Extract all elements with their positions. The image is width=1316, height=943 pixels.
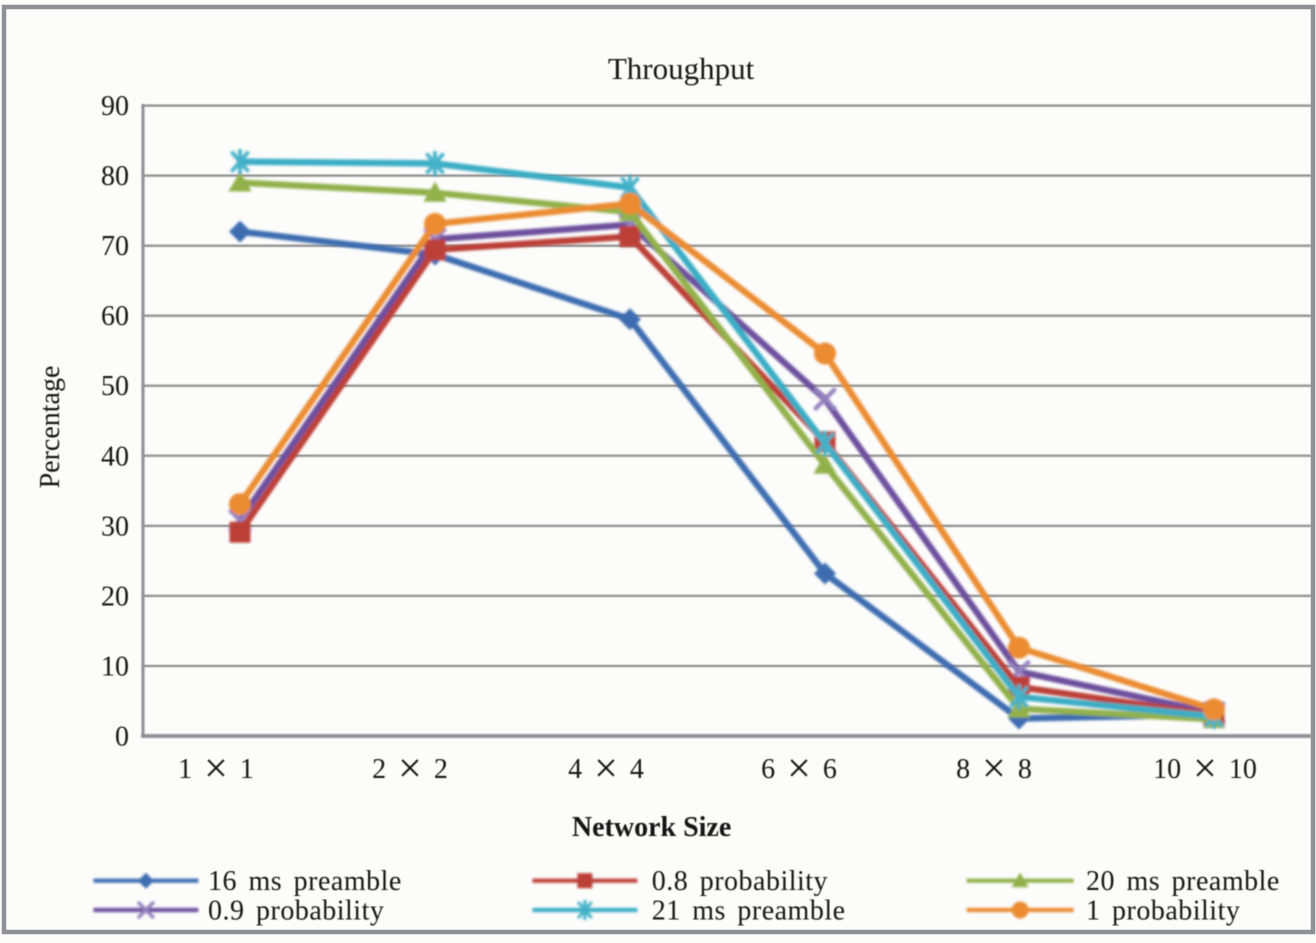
svg-text:60: 60 (101, 301, 129, 332)
svg-text:21 ms preamble: 21 ms preamble (652, 896, 846, 927)
svg-text:0.9 probability: 0.9 probability (208, 896, 384, 927)
svg-text:30: 30 (101, 511, 129, 542)
svg-text:Percentage: Percentage (35, 366, 66, 489)
svg-text:20 ms preamble: 20 ms preamble (1086, 866, 1280, 897)
svg-text:1 probability: 1 probability (1086, 896, 1240, 927)
svg-text:6 × 6: 6 × 6 (761, 746, 837, 792)
svg-text:Throughput: Throughput (608, 51, 755, 86)
svg-text:50: 50 (101, 371, 129, 402)
svg-text:16 ms preamble: 16 ms preamble (208, 866, 402, 897)
svg-text:20: 20 (101, 581, 129, 612)
svg-text:0: 0 (115, 722, 129, 753)
svg-text:40: 40 (101, 441, 129, 472)
svg-text:80: 80 (101, 161, 129, 192)
svg-text:10: 10 (101, 652, 129, 683)
svg-text:10 × 10: 10 × 10 (1153, 746, 1257, 792)
svg-text:1 × 1: 1 × 1 (178, 746, 254, 792)
svg-text:70: 70 (101, 231, 129, 262)
svg-text:0.8 probability: 0.8 probability (652, 866, 828, 897)
svg-text:4 × 4: 4 × 4 (568, 746, 644, 792)
svg-text:2 × 2: 2 × 2 (372, 746, 448, 792)
svg-text:90: 90 (101, 91, 129, 122)
svg-text:Network Size: Network Size (572, 812, 731, 843)
svg-text:8 × 8: 8 × 8 (956, 746, 1032, 792)
